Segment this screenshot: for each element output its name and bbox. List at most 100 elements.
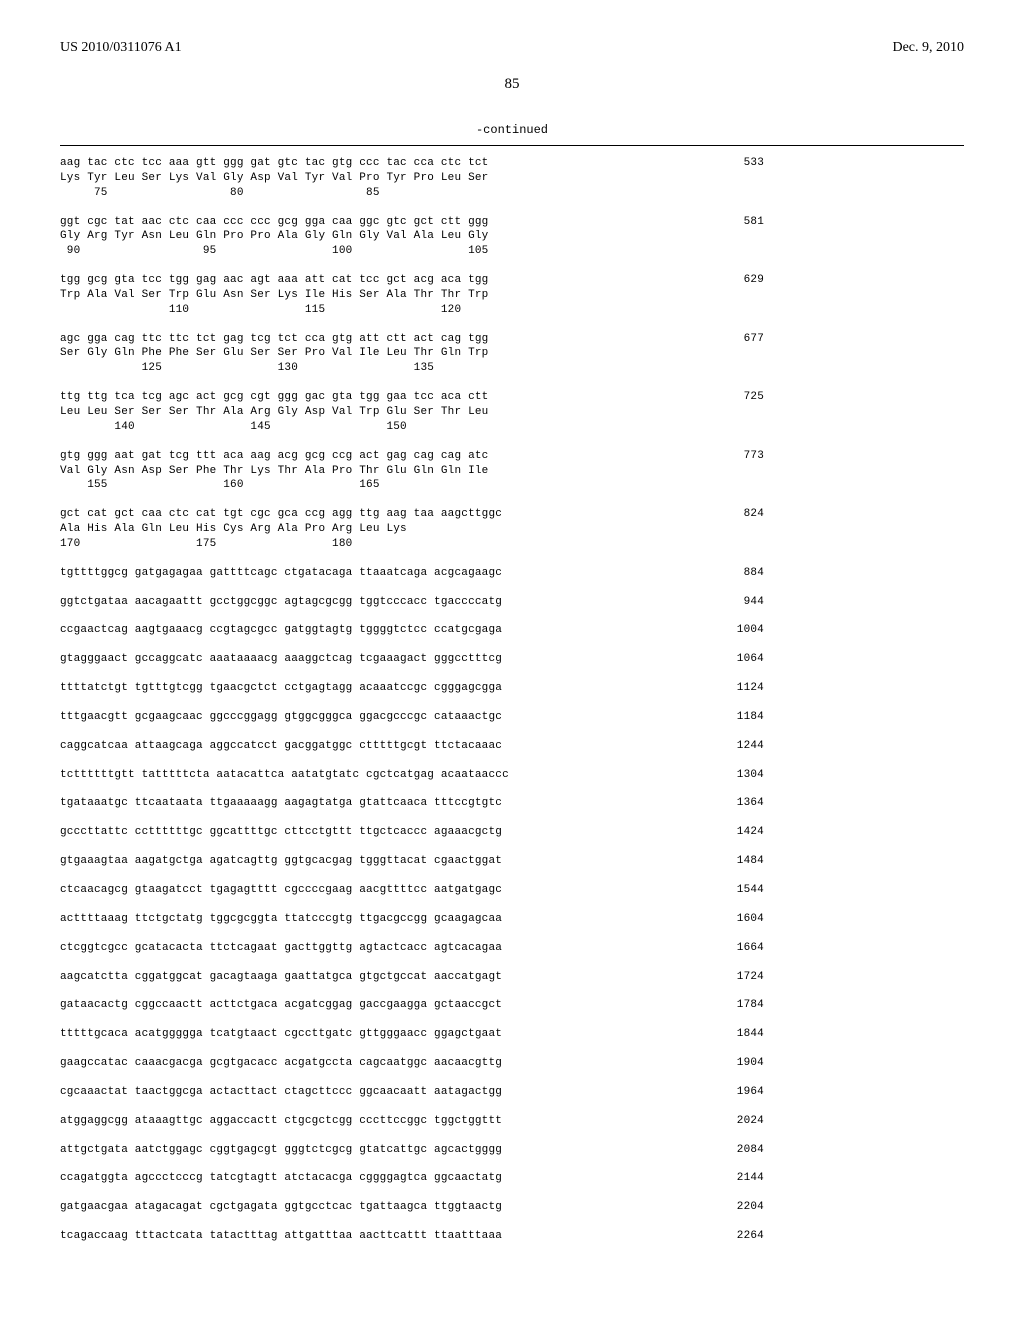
sequence-block: tcttttttgtt tatttttcta aatacattca aatatg… bbox=[60, 768, 964, 783]
sequence-position: 944 bbox=[744, 595, 764, 610]
sequence-position: 1184 bbox=[737, 710, 764, 725]
sequence-block: tgttttggcg gatgagagaa gattttcagc ctgatac… bbox=[60, 566, 964, 581]
sequence-block: acttttaaag ttctgctatg tggcgcggta ttatccc… bbox=[60, 912, 964, 927]
sequence-block: gtagggaact gccaggcatc aaataaaacg aaaggct… bbox=[60, 652, 964, 667]
sequence-line: tttgaacgtt gcgaagcaac ggcccggagg gtggcgg… bbox=[60, 710, 964, 725]
sequence-block: ggt cgc tat aac ctc caa ccc ccc gcg gga … bbox=[60, 215, 964, 260]
sequence-position: 824 bbox=[744, 507, 764, 522]
sequence-block: aag tac ctc tcc aaa gtt ggg gat gtc tac … bbox=[60, 156, 964, 201]
sequence-line: gtgaaagtaa aagatgctga agatcagttg ggtgcac… bbox=[60, 854, 964, 869]
sequence-position: 1244 bbox=[737, 739, 764, 754]
sequence-line: 75 80 85 bbox=[60, 186, 964, 201]
sequence-position: 1784 bbox=[737, 998, 764, 1013]
sequence-line: tcttttttgtt tatttttcta aatacattca aatatg… bbox=[60, 768, 964, 783]
sequence-line: 170 175 180 bbox=[60, 537, 964, 552]
sequence-block: ccgaactcag aagtgaaacg ccgtagcgcc gatggta… bbox=[60, 623, 964, 638]
sequence-block: cgcaaactat taactggcga actacttact ctagctt… bbox=[60, 1085, 964, 1100]
sequence-line: Leu Leu Ser Ser Ser Thr Ala Arg Gly Asp … bbox=[60, 405, 964, 420]
sequence-line: 90 95 100 105 bbox=[60, 244, 964, 259]
sequence-line: tttttgcaca acatggggga tcatgtaact cgccttg… bbox=[60, 1027, 964, 1042]
sequence-line: caggcatcaa attaagcaga aggccatcct gacggat… bbox=[60, 739, 964, 754]
sequence-position: 725 bbox=[744, 390, 764, 405]
sequence-line: gtagggaact gccaggcatc aaataaaacg aaaggct… bbox=[60, 652, 964, 667]
sequence-position: 2024 bbox=[737, 1114, 764, 1129]
sequence-block: gatgaacgaa atagacagat cgctgagata ggtgcct… bbox=[60, 1200, 964, 1215]
sequence-line: attgctgata aatctggagc cggtgagcgt gggtctc… bbox=[60, 1143, 964, 1158]
sequence-block: ggtctgataa aacagaattt gcctggcggc agtagcg… bbox=[60, 595, 964, 610]
sequence-block: attgctgata aatctggagc cggtgagcgt gggtctc… bbox=[60, 1143, 964, 1158]
sequence-position: 1004 bbox=[737, 623, 764, 638]
sequence-line: tgataaatgc ttcaataata ttgaaaaagg aagagta… bbox=[60, 796, 964, 811]
sequence-line: Ser Gly Gln Phe Phe Ser Glu Ser Ser Pro … bbox=[60, 346, 964, 361]
sequence-position: 773 bbox=[744, 449, 764, 464]
sequence-block: tcagaccaag tttactcata tatactttag attgatt… bbox=[60, 1229, 964, 1244]
sequence-position: 1664 bbox=[737, 941, 764, 956]
sequence-line: gct cat gct caa ctc cat tgt cgc gca ccg … bbox=[60, 507, 964, 522]
sequence-line: Lys Tyr Leu Ser Lys Val Gly Asp Val Tyr … bbox=[60, 171, 964, 186]
sequence-position: 1484 bbox=[737, 854, 764, 869]
sequence-line: ttttatctgt tgtttgtcgg tgaacgctct cctgagt… bbox=[60, 681, 964, 696]
sequence-position: 1364 bbox=[737, 796, 764, 811]
sequence-block: ccagatggta agccctcccg tatcgtagtt atctaca… bbox=[60, 1171, 964, 1186]
sequence-block: agc gga cag ttc ttc tct gag tcg tct cca … bbox=[60, 332, 964, 377]
sequence-line: ccgaactcag aagtgaaacg ccgtagcgcc gatggta… bbox=[60, 623, 964, 638]
divider bbox=[60, 145, 964, 146]
sequence-line: gataacactg cggccaactt acttctgaca acgatcg… bbox=[60, 998, 964, 1013]
sequence-position: 2144 bbox=[737, 1171, 764, 1186]
page-number: 85 bbox=[60, 76, 964, 93]
sequence-position: 581 bbox=[744, 215, 764, 230]
sequence-position: 1844 bbox=[737, 1027, 764, 1042]
sequence-block: gtgaaagtaa aagatgctga agatcagttg ggtgcac… bbox=[60, 854, 964, 869]
sequence-block: caggcatcaa attaagcaga aggccatcct gacggat… bbox=[60, 739, 964, 754]
sequence-position: 1604 bbox=[737, 912, 764, 927]
sequence-block: ttg ttg tca tcg agc act gcg cgt ggg gac … bbox=[60, 390, 964, 435]
sequence-line: tcagaccaag tttactcata tatactttag attgatt… bbox=[60, 1229, 964, 1244]
sequence-position: 629 bbox=[744, 273, 764, 288]
sequence-block: gaagccatac caaacgacga gcgtgacacc acgatgc… bbox=[60, 1056, 964, 1071]
sequence-line: ctcaacagcg gtaagatcct tgagagtttt cgccccg… bbox=[60, 883, 964, 898]
sequence-block: tttgaacgtt gcgaagcaac ggcccggagg gtggcgg… bbox=[60, 710, 964, 725]
sequence-line: atggaggcgg ataaagttgc aggaccactt ctgcgct… bbox=[60, 1114, 964, 1129]
sequence-position: 1304 bbox=[737, 768, 764, 783]
doc-date: Dec. 9, 2010 bbox=[892, 40, 964, 56]
sequence-block: gtg ggg aat gat tcg ttt aca aag acg gcg … bbox=[60, 449, 964, 494]
sequence-position: 1124 bbox=[737, 681, 764, 696]
sequence-line: gatgaacgaa atagacagat cgctgagata ggtgcct… bbox=[60, 1200, 964, 1215]
sequence-line: acttttaaag ttctgctatg tggcgcggta ttatccc… bbox=[60, 912, 964, 927]
sequence-position: 1964 bbox=[737, 1085, 764, 1100]
sequence-line: Gly Arg Tyr Asn Leu Gln Pro Pro Ala Gly … bbox=[60, 229, 964, 244]
sequence-listing: aag tac ctc tcc aaa gtt ggg gat gtc tac … bbox=[60, 156, 964, 1244]
sequence-block: tgataaatgc ttcaataata ttgaaaaagg aagagta… bbox=[60, 796, 964, 811]
sequence-line: Trp Ala Val Ser Trp Glu Asn Ser Lys Ile … bbox=[60, 288, 964, 303]
sequence-line: gaagccatac caaacgacga gcgtgacacc acgatgc… bbox=[60, 1056, 964, 1071]
sequence-position: 2204 bbox=[737, 1200, 764, 1215]
sequence-line: agc gga cag ttc ttc tct gag tcg tct cca … bbox=[60, 332, 964, 347]
sequence-line: ctcggtcgcc gcatacacta ttctcagaat gacttgg… bbox=[60, 941, 964, 956]
sequence-line: 125 130 135 bbox=[60, 361, 964, 376]
sequence-line: aagcatctta cggatggcat gacagtaaga gaattat… bbox=[60, 970, 964, 985]
sequence-block: atggaggcgg ataaagttgc aggaccactt ctgcgct… bbox=[60, 1114, 964, 1129]
sequence-line: ccagatggta agccctcccg tatcgtagtt atctaca… bbox=[60, 1171, 964, 1186]
sequence-line: 155 160 165 bbox=[60, 478, 964, 493]
sequence-block: tttttgcaca acatggggga tcatgtaact cgccttg… bbox=[60, 1027, 964, 1042]
continued-label: -continued bbox=[60, 123, 964, 137]
sequence-position: 677 bbox=[744, 332, 764, 347]
sequence-position: 1064 bbox=[737, 652, 764, 667]
sequence-position: 1724 bbox=[737, 970, 764, 985]
sequence-line: tgttttggcg gatgagagaa gattttcagc ctgatac… bbox=[60, 566, 964, 581]
sequence-line: ggt cgc tat aac ctc caa ccc ccc gcg gga … bbox=[60, 215, 964, 230]
sequence-line: gtg ggg aat gat tcg ttt aca aag acg gcg … bbox=[60, 449, 964, 464]
sequence-line: aag tac ctc tcc aaa gtt ggg gat gtc tac … bbox=[60, 156, 964, 171]
sequence-line: cgcaaactat taactggcga actacttact ctagctt… bbox=[60, 1085, 964, 1100]
sequence-position: 1904 bbox=[737, 1056, 764, 1071]
sequence-line: 110 115 120 bbox=[60, 303, 964, 318]
sequence-line: ttg ttg tca tcg agc act gcg cgt ggg gac … bbox=[60, 390, 964, 405]
doc-id: US 2010/0311076 A1 bbox=[60, 40, 182, 56]
sequence-line: ggtctgataa aacagaattt gcctggcggc agtagcg… bbox=[60, 595, 964, 610]
sequence-line: Val Gly Asn Asp Ser Phe Thr Lys Thr Ala … bbox=[60, 464, 964, 479]
sequence-position: 2084 bbox=[737, 1143, 764, 1158]
sequence-block: ctcggtcgcc gcatacacta ttctcagaat gacttgg… bbox=[60, 941, 964, 956]
sequence-line: tgg gcg gta tcc tgg gag aac agt aaa att … bbox=[60, 273, 964, 288]
sequence-block: gct cat gct caa ctc cat tgt cgc gca ccg … bbox=[60, 507, 964, 552]
sequence-line: 140 145 150 bbox=[60, 420, 964, 435]
